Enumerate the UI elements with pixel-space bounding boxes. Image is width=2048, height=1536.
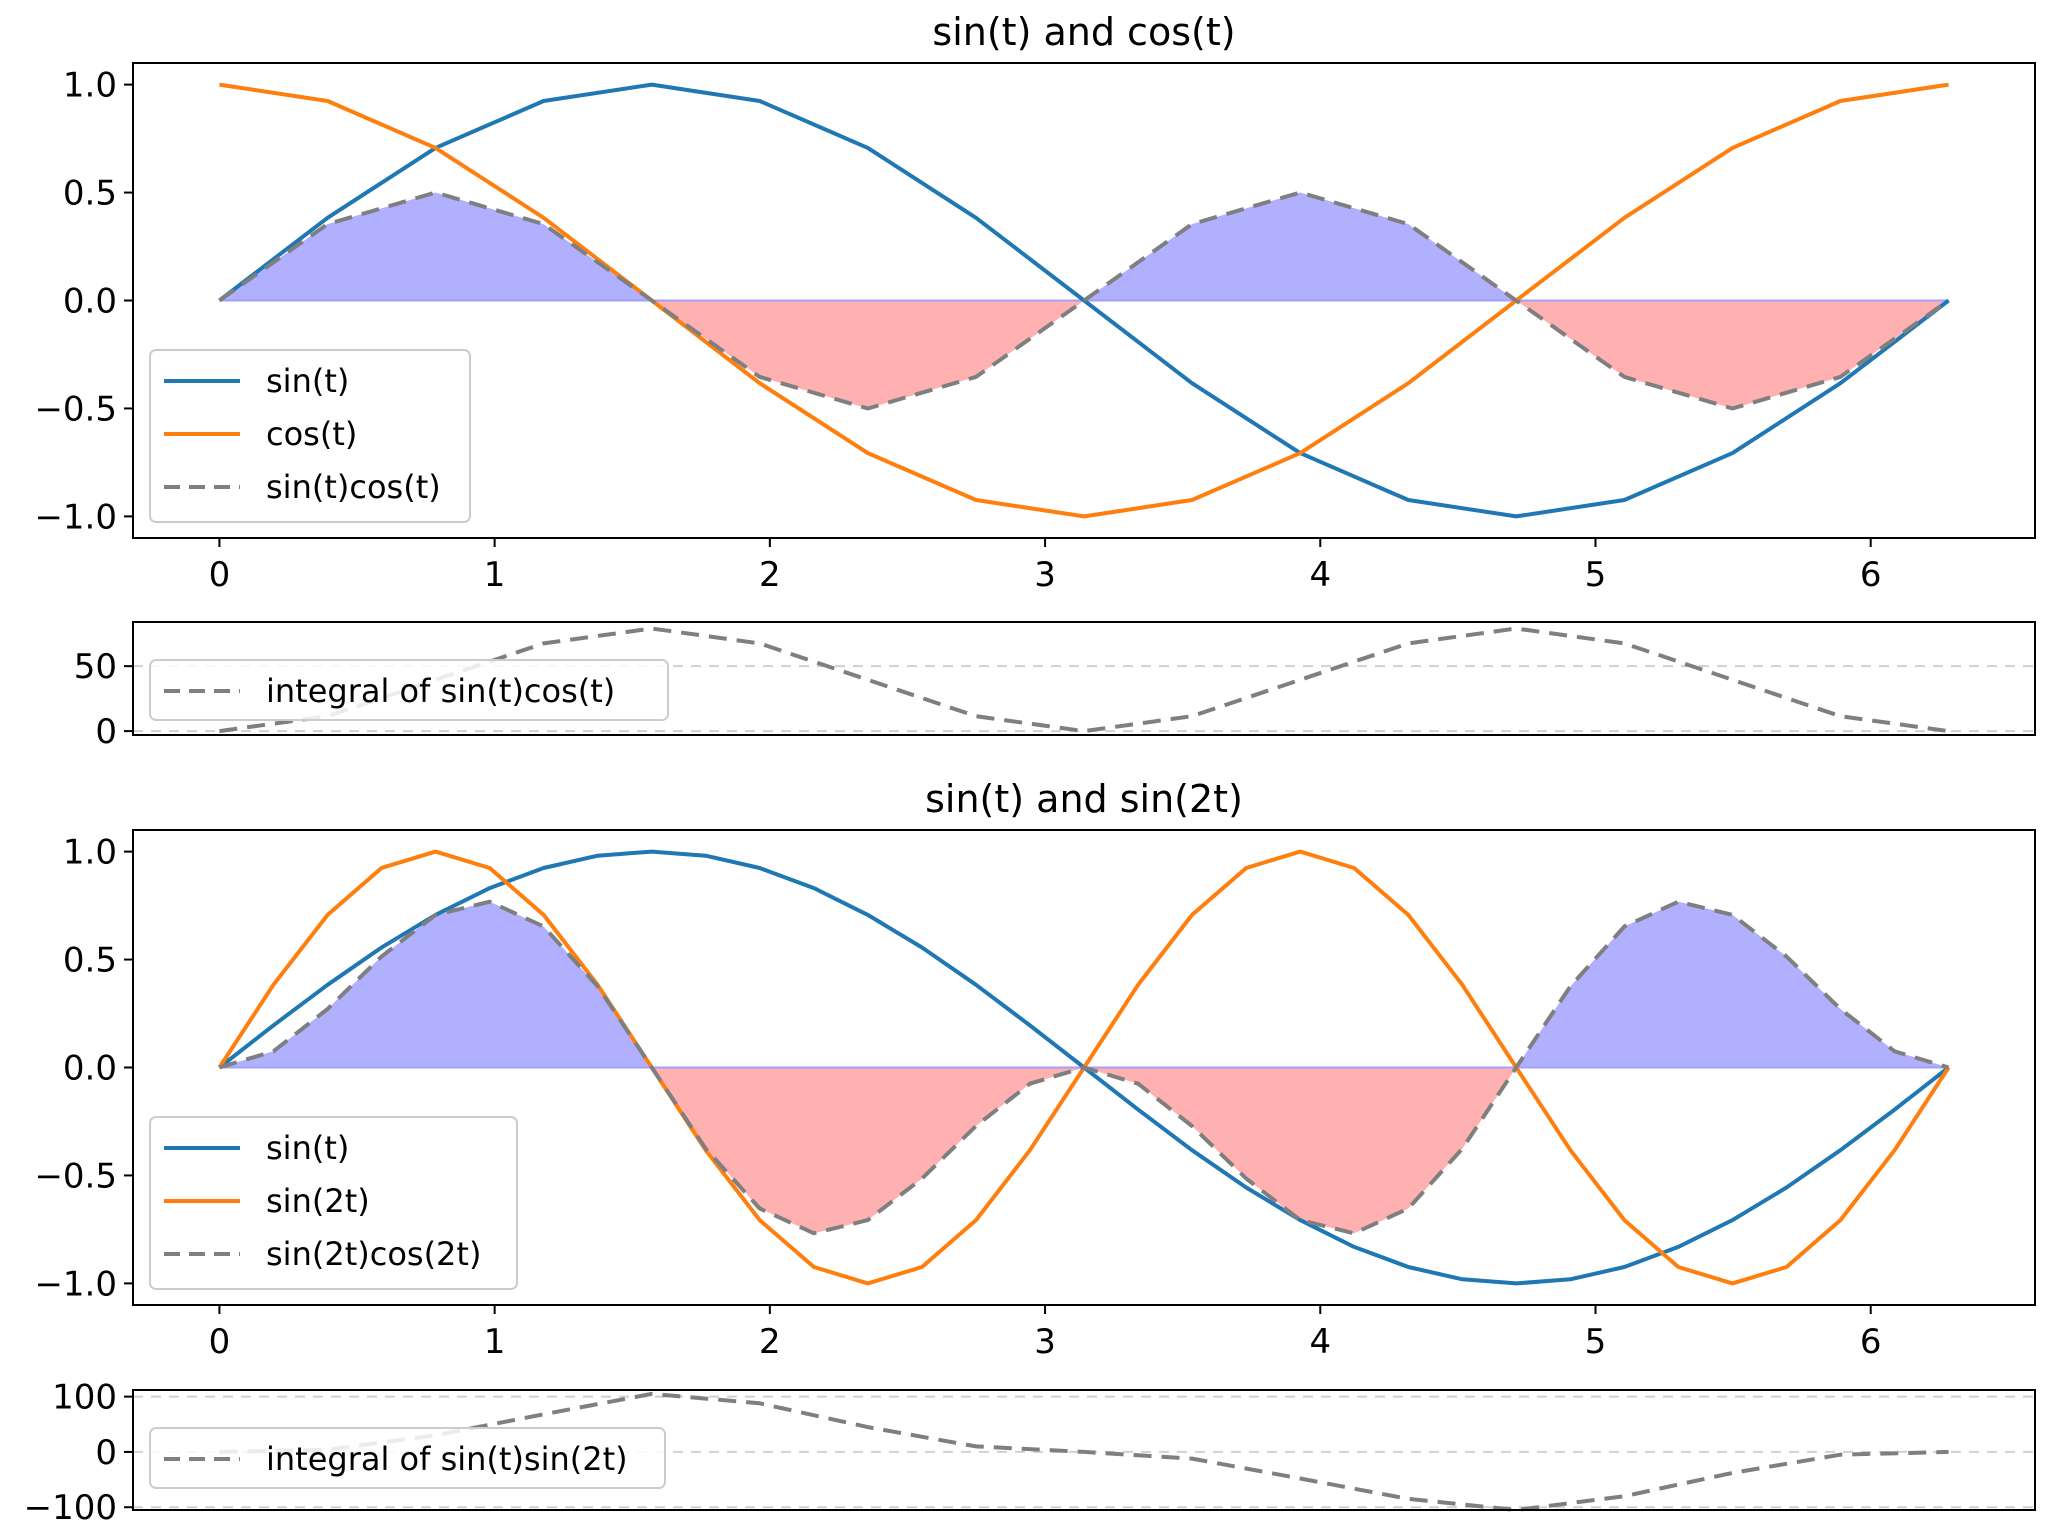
series-line-3 [218, 190, 1950, 411]
negative-fill-area [651, 300, 1085, 409]
legend-box [149, 1427, 666, 1489]
x-tick-label: 3 [1034, 555, 1056, 595]
y-tick-label: 100 [52, 1378, 117, 1418]
positive-fill-area [219, 192, 652, 301]
positive-fill-area [219, 901, 652, 1068]
negative-fill-area [1516, 300, 1949, 409]
y-tick-label: 0.5 [63, 941, 117, 981]
y-tick-label: 1.0 [63, 66, 117, 106]
x-tick-label: 6 [1860, 555, 1882, 595]
x-tick-label: 4 [1309, 1322, 1331, 1362]
chart-panel-4: 100 0 −100 integral of sin(t)sin(2t) [24, 1378, 2036, 1528]
legend-box [149, 659, 669, 721]
y-tick-label: −0.5 [34, 389, 117, 429]
axes-frame [132, 1389, 2036, 1511]
legend-label: sin(t)cos(t) [266, 468, 441, 506]
legend-label: sin(2t) [266, 1182, 370, 1220]
legend: integral of sin(t)cos(t) [149, 659, 669, 721]
legend: sin(t) sin(2t) sin(2t)cos(2t) [149, 1116, 518, 1290]
y-tick-label: −0.5 [34, 1156, 117, 1196]
x-tick-label: 2 [759, 1322, 781, 1362]
series-line-3 [218, 899, 1950, 1236]
x-tick-label: 4 [1309, 555, 1331, 595]
y-tick-label: −1.0 [34, 497, 117, 537]
chart-panel-1: sin(t) and cos(t) 1.0 0.5 0.0 −0.5 −1.0 0 1 2 3 4 5… [34, 10, 2036, 595]
series-line-2 [219, 82, 1949, 519]
x-tick-label: 0 [209, 555, 231, 595]
series-line-1 [218, 82, 1950, 519]
legend-label: sin(t) [266, 1129, 349, 1167]
y-tick-label: −100 [24, 1488, 117, 1528]
legend-label: sin(2t)cos(2t) [266, 1235, 481, 1273]
axes-frame [132, 621, 2036, 736]
x-tick-label: 5 [1585, 555, 1607, 595]
y-tick-label: 1.0 [63, 833, 117, 873]
x-tick-label: 0 [209, 1322, 231, 1362]
legend-label: integral of sin(t)cos(t) [266, 672, 615, 710]
y-tick-label: −1.0 [34, 1264, 117, 1304]
legend-box [149, 1116, 518, 1290]
chart-title: sin(t) and sin(2t) [925, 777, 1243, 821]
x-tick-label: 1 [484, 555, 506, 595]
y-tick-label: 0.5 [63, 174, 117, 214]
legend-label: integral of sin(t)sin(2t) [266, 1440, 628, 1478]
chart-title: sin(t) and cos(t) [932, 10, 1235, 54]
chart-panel-2: 50 0 integral of sin(t)cos(t) [74, 621, 2036, 752]
y-tick-label: 0.0 [63, 1049, 117, 1089]
y-tick-label: 0 [95, 712, 117, 752]
legend-label: sin(t) [266, 362, 349, 400]
positive-fill-area [1516, 901, 1949, 1068]
y-tick-label: 50 [74, 647, 117, 687]
legend-label: cos(t) [266, 415, 357, 453]
negative-fill-area [1084, 1067, 1517, 1234]
legend: sin(t)cos(t)sin(t)cos(t) [149, 349, 471, 523]
legend: integral of sin(t)sin(2t) [149, 1427, 666, 1489]
x-tick-label: 3 [1034, 1322, 1056, 1362]
x-tick-label: 2 [759, 555, 781, 595]
series-line-1 [219, 626, 1949, 734]
series-line-1 [219, 1391, 1949, 1512]
x-tick-label: 5 [1585, 1322, 1607, 1362]
x-tick-label: 1 [484, 1322, 506, 1362]
legend-box [149, 349, 471, 523]
x-tick-label: 6 [1860, 1322, 1882, 1362]
negative-fill-area [651, 1067, 1085, 1234]
chart-panel-3: sin(t) and sin(2t) 1.0 0.5 0.0 −0.5 −1.0 0 1 2 3 4… [34, 777, 2036, 1362]
y-tick-label: 0.0 [63, 282, 117, 322]
y-tick-label: 0 [95, 1433, 117, 1473]
positive-fill-area [1084, 192, 1517, 301]
